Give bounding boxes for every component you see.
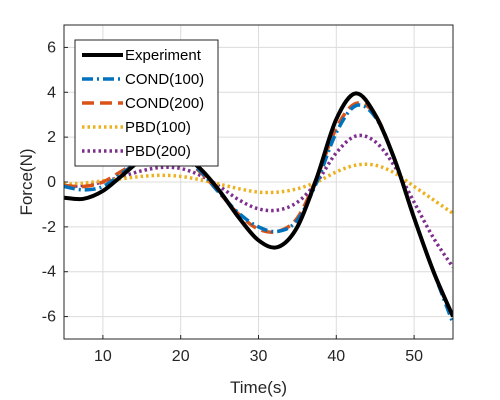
x-tick-labels: 10 20 30 40 50 [94, 348, 423, 365]
x-axis-label: Time(s) [230, 378, 287, 397]
legend-label: PBD(200) [125, 143, 191, 160]
x-tick-label: 20 [172, 348, 190, 365]
y-tick-label: -2 [42, 219, 56, 236]
y-tick-label: -4 [42, 264, 56, 281]
series-line-experiment [64, 91, 453, 318]
x-tick-label: 30 [250, 348, 268, 365]
y-tick-labels: -6 -4 -2 0 2 4 6 [42, 39, 56, 325]
legend-label: COND(200) [125, 95, 204, 112]
series-line-pbd-200 [64, 133, 453, 269]
legend-box [74, 39, 219, 167]
series-lines [64, 91, 453, 324]
y-tick-label: 2 [47, 129, 56, 146]
y-axis-label: Force(N) [17, 148, 36, 215]
x-tick-label: 50 [405, 348, 423, 365]
y-tick-label: -6 [42, 309, 56, 326]
y-tick-label: 0 [47, 174, 56, 191]
legend: Experiment COND(100) COND(200) PBD(100) PBD(… [74, 39, 219, 167]
x-tick-label: 10 [94, 348, 112, 365]
y-tick-label: 4 [47, 84, 56, 101]
legend-label: Experiment [125, 47, 202, 64]
axes-box [63, 24, 454, 340]
legend-label: PBD(100) [125, 119, 191, 136]
x-tick-label: 40 [327, 348, 345, 365]
y-tick-label: 6 [47, 39, 56, 56]
legend-label: COND(100) [125, 71, 204, 88]
